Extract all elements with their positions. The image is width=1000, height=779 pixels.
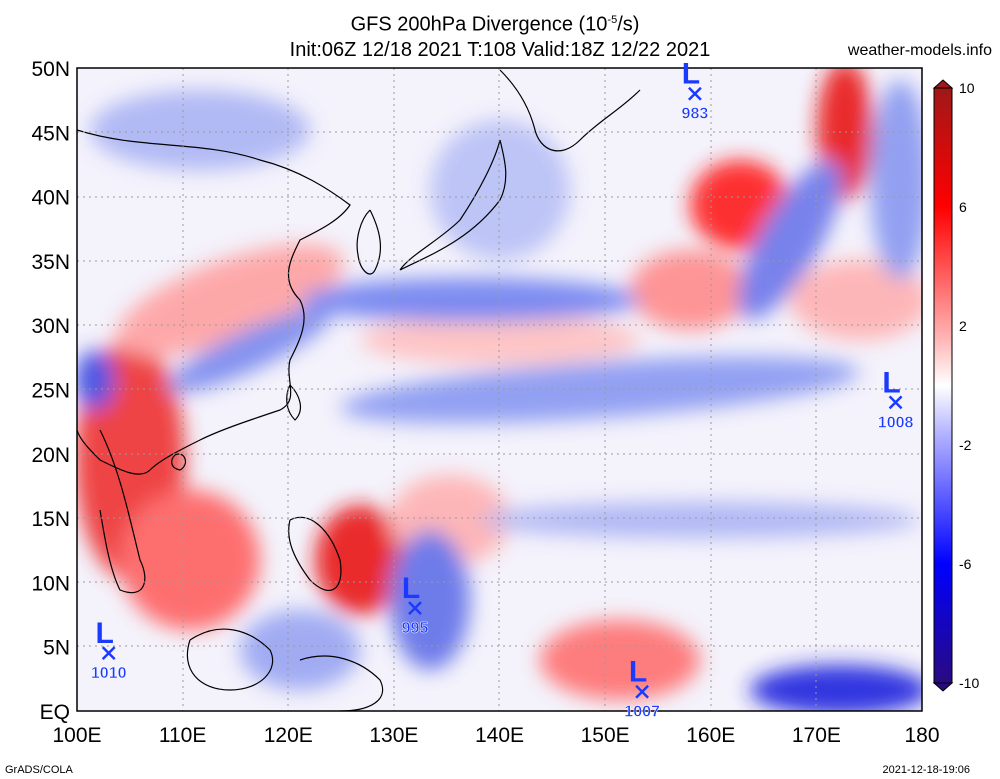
lat-tick-label: 20N [31,444,70,467]
lon-tick-label: 100E [52,724,101,747]
low-pressure-label: 983 [682,106,709,123]
site-label: weather-models.info [847,42,992,59]
colorbar-tick-label: 10 [959,80,975,96]
lat-tick-label: 15N [31,508,70,531]
longitude-axis: 100E 110E 120E 130E 140E 150E 160E 170E 180 [52,724,939,747]
lon-tick-label: 120E [264,724,313,747]
colorbar-tick-label: -2 [959,437,972,453]
colorbar: 10 6 2 -2 -6 -10 [932,79,979,692]
lon-tick-label: 180 [904,724,939,747]
divergence-field [77,68,922,711]
lon-tick-label: 140E [475,724,524,747]
lat-tick-label: 25N [31,380,70,403]
colorbar-labels: 10 6 2 -2 -6 -10 [959,80,979,691]
lon-tick-label: 150E [581,724,630,747]
colorbar-tick-label: 6 [959,199,967,215]
low-pressure-label: 1008 [878,414,914,431]
low-marker: L 983 [681,58,709,123]
lat-tick-label: 10N [31,572,70,595]
low-symbol: L [96,617,114,650]
lon-tick-label: 110E [159,724,207,747]
footer-left: GrADS/COLA [5,764,73,776]
lat-tick-label: 45N [31,122,70,145]
low-center-x [888,395,903,410]
grid [77,68,922,711]
low-pressure-label: 995 [402,620,429,637]
low-center-x [408,601,422,616]
pressure-lows: L 983 L 1008 L 995 L 1010 L 1007 [91,58,914,721]
low-center-x [635,684,649,699]
low-marker: L 1007 [624,656,660,721]
lat-tick-label: 5N [43,637,70,660]
lon-tick-label: 170E [792,724,841,747]
low-symbol: L [402,572,420,605]
low-center-x [101,646,116,661]
chart-subtitle: Init:06Z 12/18 2021 T:108 Valid:18Z 12/2… [289,39,711,61]
lat-tick-label: 50N [31,58,70,81]
lat-tick-label: EQ [40,701,70,724]
low-pressure-label: 1010 [91,665,127,682]
low-pressure-label: 1007 [624,704,660,721]
lon-tick-label: 160E [686,724,735,747]
chart-title: GFS 200hPa Divergence (10-5/s) [350,13,640,36]
low-symbol: L [882,366,900,399]
lon-tick-label: 130E [369,724,418,747]
lat-tick-label: 35N [31,251,70,274]
lat-tick-label: 30N [31,315,70,338]
colorbar-tick-label: 2 [959,318,967,334]
low-marker: L 1010 [91,617,127,682]
colorbar-tick-label: -10 [959,675,979,691]
low-symbol: L [629,656,647,689]
latitude-axis: 50N 45N 40N 35N 30N 25N 20N 15N 10N 5N EQ [31,58,70,724]
footer-right: 2021-12-18-19:06 [882,764,970,776]
coastlines [77,69,641,711]
low-marker: L 995 [401,572,429,637]
low-center-x [688,86,702,101]
low-marker: L 1008 [878,366,914,431]
colorbar-tick-label: -6 [959,556,972,572]
lat-tick-label: 40N [31,187,70,210]
plot-frame [76,67,923,712]
low-symbol: L [682,58,700,91]
